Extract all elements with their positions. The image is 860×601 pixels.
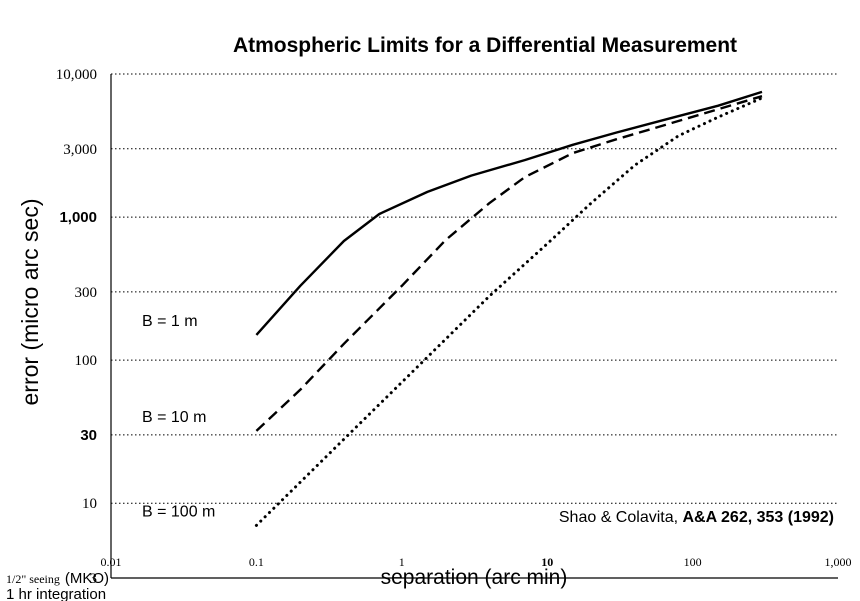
chart-title: Atmospheric Limits for a Differential Me… xyxy=(233,34,737,57)
y-tick-label: 3 xyxy=(90,571,98,587)
y-tick-label: 100 xyxy=(75,353,98,369)
series-label-3: B = 100 m xyxy=(142,503,215,520)
seeing-site: (MKO) xyxy=(65,570,109,587)
x-tick-label: 0.01 xyxy=(101,555,122,569)
integration-note: 1 hr integration xyxy=(6,586,106,601)
series-lines xyxy=(254,90,764,527)
plot-area xyxy=(110,73,838,579)
series-label-2: B = 10 m xyxy=(142,409,206,426)
y-tick-label: 10 xyxy=(82,496,97,512)
y-tick-label: 10,000 xyxy=(56,67,97,83)
x-tick-label: 100 xyxy=(684,555,702,569)
x-tick-labels: 0.01 0.1 1 10 100 1,000 xyxy=(101,555,852,569)
y-tick-label: 3,000 xyxy=(63,142,97,158)
y-tick-labels: 10,000 3,000 1,000 300 100 30 10 3 xyxy=(56,67,97,587)
series-line-3 xyxy=(254,96,764,527)
x-axis-label: separation (arc min) xyxy=(381,566,568,589)
gridlines xyxy=(111,73,838,504)
series-label-1: B = 1 m xyxy=(142,313,198,330)
y-tick-label: 30 xyxy=(80,427,97,444)
source-credit: Shao & Colavita, A&A 262, 353 (1992) xyxy=(559,509,834,526)
credit-journal: A&A 262, 353 (1992) xyxy=(683,509,835,526)
y-axis-label: error (micro arc sec) xyxy=(17,198,43,405)
x-tick-label: 0.1 xyxy=(249,555,264,569)
series-line-1 xyxy=(255,90,763,336)
x-tick-label: 1 xyxy=(399,555,405,569)
x-tick-label: 1,000 xyxy=(825,555,852,569)
seeing-note: 1/2" seeing (MKO) xyxy=(6,570,109,587)
series-line-2 xyxy=(255,95,763,432)
x-tick-label: 10 xyxy=(541,555,553,569)
y-tick-label: 300 xyxy=(75,285,98,301)
y-tick-label: 1,000 xyxy=(59,209,97,226)
series-labels: B = 1 m B = 10 m B = 100 m xyxy=(142,313,215,520)
credit-authors: Shao & Colavita, xyxy=(559,509,683,526)
seeing-value: 1/2" seeing xyxy=(6,572,60,586)
